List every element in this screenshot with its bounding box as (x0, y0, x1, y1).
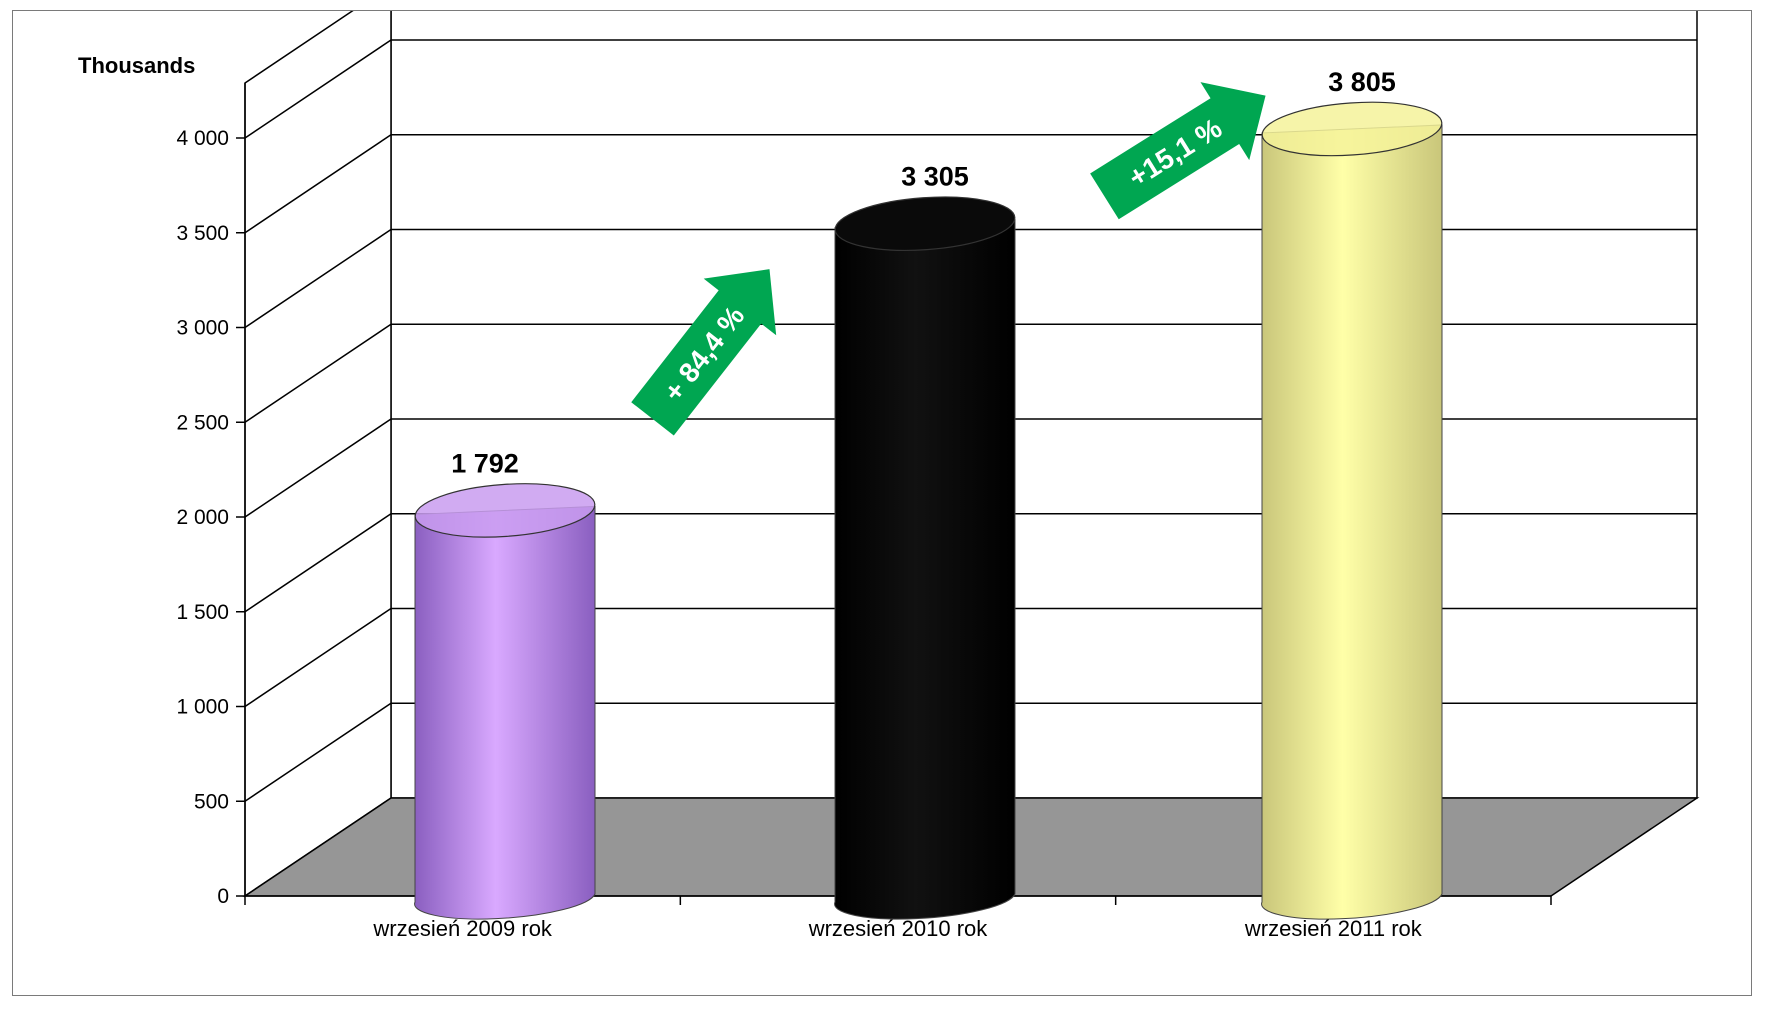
bars (414, 101, 1443, 920)
y-tick-label: 500 (194, 790, 229, 813)
growth-arrow: + 84,4 % (631, 269, 777, 436)
y-tick-label: 4 000 (176, 127, 229, 150)
x-tick-label: wrzesień 2009 rok (372, 916, 553, 941)
data-label: 1 792 (451, 448, 519, 478)
back-wall (390, 0, 1698, 799)
chart-walls (244, 0, 1698, 898)
bar (1261, 101, 1443, 920)
x-tick-label: wrzesień 2011 rok (1244, 916, 1423, 941)
y-tick-label: 0 (217, 885, 229, 908)
side-wall (244, 0, 392, 898)
arrow-shape (631, 269, 777, 436)
data-label: 3 305 (901, 162, 969, 192)
bar (414, 483, 596, 920)
bar-top (1261, 101, 1443, 157)
chart-frame: 0 500 1 000 1 500 2 000 2 500 3 000 3 500 4 000 w… (12, 0, 1752, 996)
labels: Thousands 1 792 3 305 3 805 (78, 53, 1396, 478)
bar-top (414, 483, 596, 538)
y-tick-label: 2 500 (176, 411, 229, 434)
y-tick-label: 1 000 (176, 696, 229, 719)
gridline (244, 39, 1697, 139)
bar-body (1261, 124, 1443, 920)
y-tick-label: 3 000 (176, 317, 229, 340)
data-label: 3 805 (1328, 67, 1396, 97)
unit-label: Thousands (78, 53, 195, 78)
y-tick-label: 3 500 (176, 222, 229, 245)
x-tick-label: wrzesień 2010 rok (808, 916, 989, 941)
bar-body (414, 505, 596, 920)
bar-top (834, 196, 1016, 251)
bar-body (834, 219, 1016, 920)
chart-svg: 0 500 1 000 1 500 2 000 2 500 3 000 3 500 4 000 w… (78, 0, 1700, 941)
bar (834, 196, 1016, 920)
y-tick-label: 1 500 (176, 601, 229, 624)
y-tick-label: 2 000 (176, 506, 229, 529)
arrow-shape (1090, 82, 1266, 220)
